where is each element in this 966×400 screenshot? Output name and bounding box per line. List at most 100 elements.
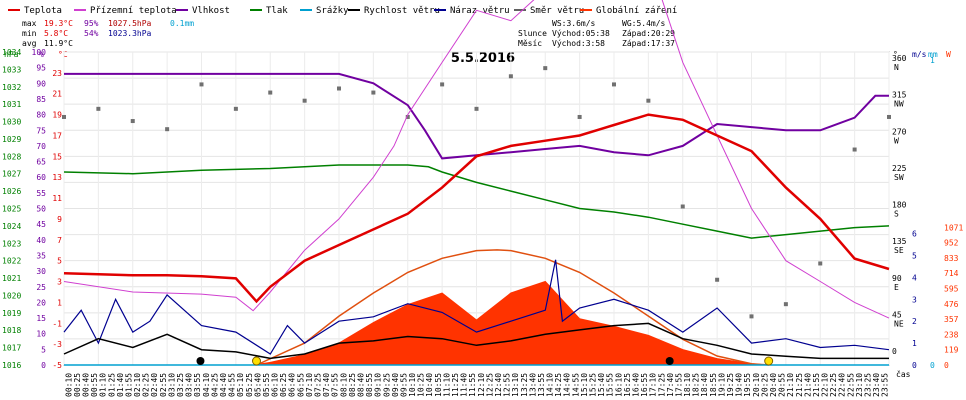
axis-dir-name: NW — [894, 100, 904, 109]
x-tick-label: 07:10 — [305, 373, 314, 397]
axis-temp-tick: 11 — [52, 194, 62, 203]
x-tick-label: 15:40 — [597, 373, 606, 397]
x-tick-label: 23:40 — [872, 373, 881, 397]
axis-temp-tick: 3 — [57, 278, 62, 287]
axis-hpa-tick: 1024 — [2, 222, 21, 231]
x-tick-label: 18:10 — [683, 373, 692, 397]
legend-label: Srážky — [316, 6, 349, 16]
x-tick-label: 17:40 — [666, 373, 675, 397]
axis-w-tick: 476 — [944, 300, 959, 309]
stats-block: max 19.3°C 95% 1027.5hPa 0.1mm min 5.8°C… — [22, 19, 194, 48]
stat-min-temp: 5.8°C — [44, 29, 68, 38]
axis-pct-tick: 40 — [36, 236, 46, 245]
x-tick-label: 04:10 — [202, 373, 211, 397]
axis-w-tick: 952 — [944, 239, 959, 248]
legend-label: Tlak — [266, 6, 288, 16]
axis-hpa-tick: 1019 — [2, 309, 21, 318]
axis-temp-tick: 9 — [57, 215, 62, 224]
x-tick-label: 22:25 — [829, 373, 838, 397]
axis-temp-tick: 17 — [52, 131, 62, 140]
axis-hpa-tick: 1017 — [2, 344, 21, 353]
wind-direction-point — [612, 82, 616, 87]
axis-ms-unit: m/s — [912, 50, 927, 59]
moon-label: Měsíc — [518, 39, 542, 48]
x-tick-label: 16:40 — [631, 373, 640, 397]
axis-temp-unit: °C — [58, 50, 68, 59]
x-tick-label: 17:55 — [674, 373, 683, 397]
axis-temp-tick: 13 — [52, 173, 62, 182]
x-axis-label: čas — [896, 369, 911, 379]
sun-set: Západ:20:29 — [622, 29, 675, 38]
axis-w-tick: 833 — [944, 254, 959, 263]
axis-dir-tick: 180 — [892, 201, 907, 210]
x-tick-label: 01:40 — [116, 373, 125, 397]
axis-pct-tick: 30 — [36, 267, 46, 276]
x-tick-label: 08:10 — [339, 373, 348, 397]
x-tick-label: 09:55 — [399, 373, 408, 397]
axis-ms-tick: 5 — [912, 251, 917, 260]
x-tick-label: 12:40 — [494, 373, 503, 397]
x-tick-label: 22:55 — [846, 373, 855, 397]
axis-ms-tick: 0 — [912, 361, 917, 370]
ground-temperature-line — [63, 0, 890, 319]
axis-hpa-tick: 1018 — [2, 326, 21, 335]
legend-label: Směr větru — [530, 6, 584, 16]
axis-w-tick: 1071 — [944, 223, 963, 232]
x-tick-label: 22:40 — [838, 373, 847, 397]
wind-direction-point — [577, 114, 582, 119]
axis-dir-unit: ° — [893, 50, 898, 59]
axis-dir-tick: 45 — [892, 310, 902, 319]
wind-direction-point — [337, 86, 341, 91]
stat-max-label: max — [22, 19, 37, 28]
x-tick-label: 02:55 — [159, 373, 168, 397]
axis-pct-tick: 60 — [36, 173, 46, 182]
axis-pct-tick: 55 — [36, 189, 46, 198]
stat-avg-temp: 11.9°C — [44, 39, 73, 48]
axis-w-tick: 714 — [944, 269, 959, 278]
axis-w-tick: 595 — [944, 284, 959, 293]
axis-ms-tick: 4 — [912, 273, 917, 282]
x-tick-label: 02:10 — [133, 373, 142, 397]
wind-direction-point — [371, 90, 376, 95]
x-tick-label: 03:55 — [193, 373, 202, 397]
x-tick-label: 08:25 — [348, 373, 357, 397]
axis-pct-tick: 90 — [36, 79, 46, 88]
axis-temp-tick: 19 — [52, 111, 62, 120]
wind-direction-point — [887, 114, 891, 119]
axis-pct-tick: 25 — [36, 283, 46, 292]
axis-hpa-tick: 1023 — [2, 239, 21, 248]
sunrise-marker — [252, 356, 261, 366]
x-tick-label: 05:10 — [236, 373, 245, 397]
axis-hpa-tick: 1033 — [2, 65, 21, 74]
temperature-line — [63, 113, 890, 304]
x-tick-label: 10:10 — [408, 373, 417, 397]
wind-direction-point — [199, 82, 204, 87]
axis-mm-unit: mm — [928, 50, 938, 59]
axis-dir-tick: 360 — [892, 54, 907, 63]
axis-hpa-tick: 1028 — [2, 152, 21, 161]
axis-dir-name: S — [894, 210, 899, 219]
axis-dir-name: N — [894, 63, 899, 72]
axis-hpa-tick: 1016 — [2, 361, 21, 370]
axis-w-tick: 119 — [944, 346, 959, 355]
axis-hpa-tick: 1020 — [2, 291, 21, 300]
x-tick-label: 08:55 — [365, 373, 374, 397]
x-tick-label: 18:40 — [700, 373, 709, 397]
x-tick-label: 09:25 — [382, 373, 391, 397]
x-tick-label: 18:25 — [692, 373, 701, 397]
x-tick-label: 13:55 — [537, 373, 546, 397]
chart-legend: Teplota Přízemní teplota Vlhkost Tlak Srážky… — [8, 6, 677, 16]
legend-label: Globální záření — [596, 6, 677, 16]
x-tick-label: 12:10 — [477, 373, 486, 397]
axis-pct-tick: 65 — [36, 158, 46, 167]
solar-theoretical-line — [256, 249, 769, 366]
wind-direction-point — [543, 66, 548, 71]
stat-max-rain: 0.1mm — [170, 19, 194, 28]
axis-dir-tick: 225 — [892, 164, 907, 173]
wind-direction-point — [715, 277, 720, 282]
stat-min-hum: 54% — [84, 29, 99, 38]
x-tick-label: 01:55 — [124, 373, 133, 397]
sun-rise: Východ:05:38 — [552, 29, 610, 38]
wind-direction-point — [646, 98, 651, 103]
x-tick-label: 10:40 — [425, 373, 434, 397]
